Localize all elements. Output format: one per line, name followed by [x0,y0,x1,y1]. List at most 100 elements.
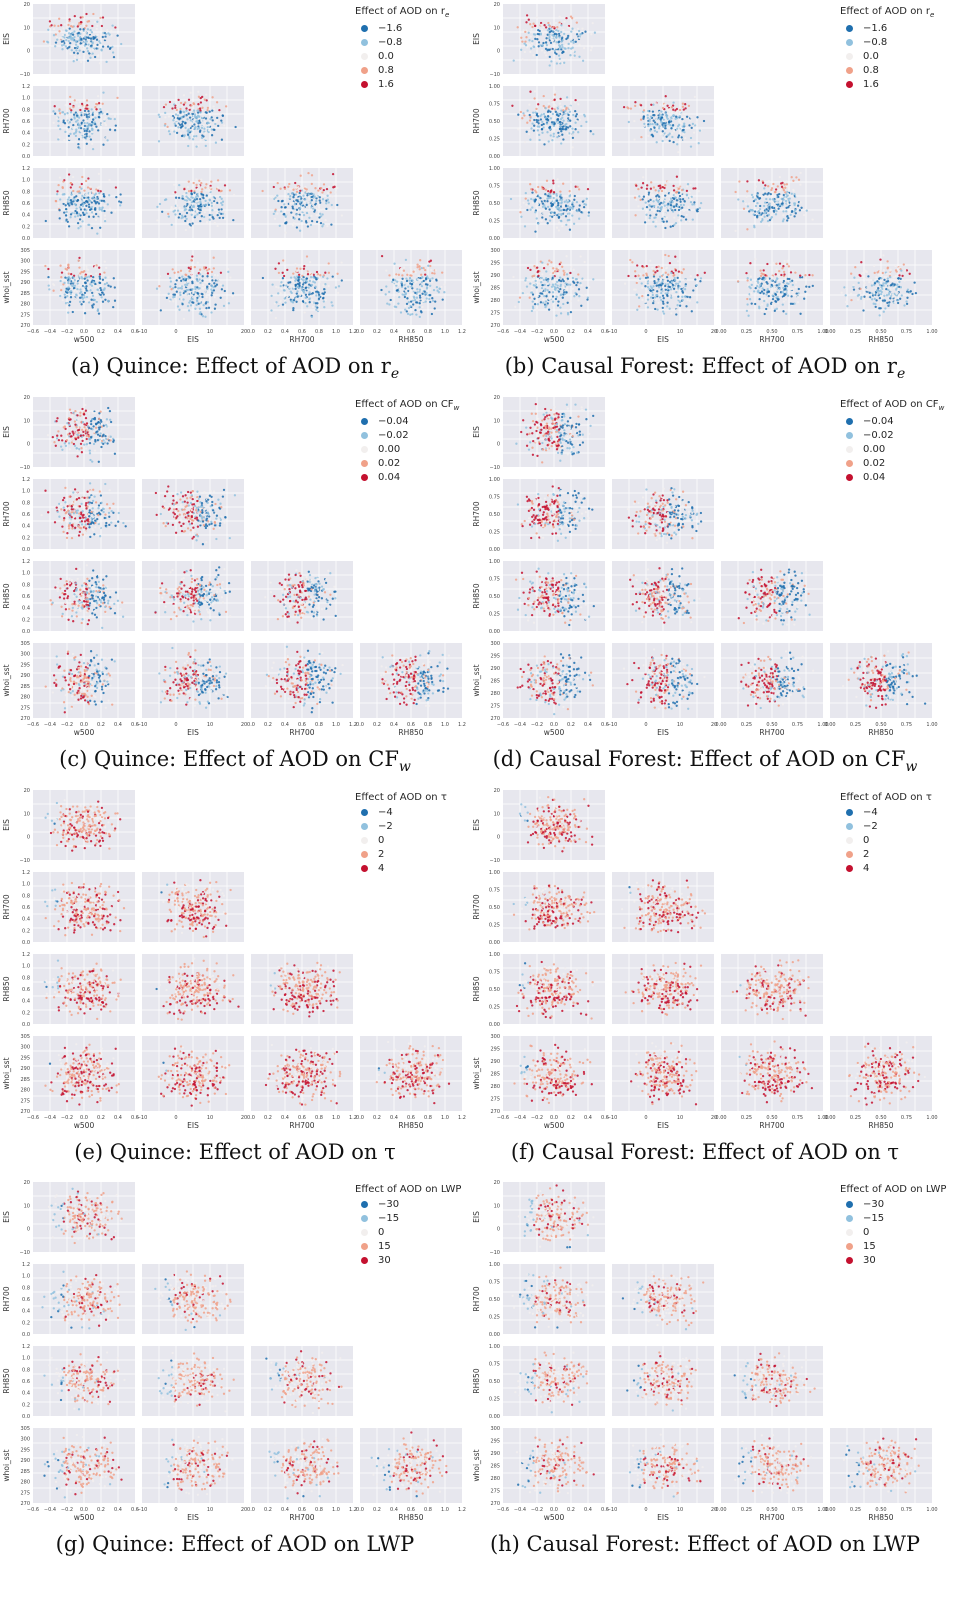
point [71,279,75,283]
point [693,95,697,99]
point [519,110,523,114]
point [104,35,107,38]
point [310,283,314,287]
point [203,266,206,269]
point [697,190,700,193]
point [559,312,563,315]
point [567,192,571,195]
point [102,199,106,203]
xtick-w500: 0.0 [80,329,88,335]
point [703,271,706,274]
point [522,29,525,32]
point [85,24,88,27]
point [517,128,520,131]
point [90,226,94,230]
point [325,202,328,205]
point [778,269,781,273]
point [312,193,315,196]
point [310,214,313,218]
point [569,198,572,201]
point [57,124,60,127]
point [85,142,88,145]
point [528,129,531,133]
point [672,101,675,104]
point [208,120,212,123]
point [651,266,654,270]
point [443,291,446,294]
point [306,225,310,228]
point [79,284,83,287]
point [681,102,685,105]
point [778,307,781,310]
point [540,123,543,127]
point [167,215,170,218]
point [80,114,83,117]
point [540,219,543,223]
point [289,195,292,198]
point [98,40,101,43]
point [648,118,652,121]
point [679,198,682,201]
point [306,305,309,308]
point [428,260,431,263]
point [531,39,534,43]
point [103,287,106,290]
point [81,293,84,296]
point [71,98,74,101]
point [400,284,404,287]
point [639,198,642,202]
point [638,305,641,308]
point [754,185,758,188]
point [319,201,322,204]
point [550,49,553,52]
point [549,110,552,113]
point [83,103,86,107]
point [661,106,665,110]
point [280,210,283,213]
point [92,281,95,284]
point [755,214,759,218]
point [197,199,200,202]
point [562,182,565,185]
point [559,120,562,124]
point [565,127,568,131]
point [545,37,548,40]
point [664,288,667,291]
point [550,99,553,102]
point [663,279,666,282]
point [66,220,69,223]
point [205,306,208,310]
point [109,207,112,210]
point [541,44,544,47]
point [90,120,94,124]
point [299,207,302,210]
point [409,313,412,316]
point [762,190,765,193]
point [198,192,201,196]
point [535,120,539,124]
point [558,102,562,105]
point [313,210,316,213]
point [556,135,559,139]
point [652,119,655,122]
point [169,276,172,280]
point [677,297,681,300]
point [291,207,295,210]
point [565,126,568,129]
point [542,41,545,45]
point [561,296,564,299]
point [561,133,564,136]
point [295,300,298,303]
point [681,105,685,108]
point [61,298,64,302]
point [227,302,231,305]
xlabel-RH850: RH850 [398,335,423,344]
point [811,274,814,277]
point [399,268,403,271]
ytick-whoi_sst: 295 [20,269,30,275]
point [418,294,422,297]
point [193,126,197,129]
point [167,130,171,133]
point [661,280,664,283]
point [60,118,63,122]
